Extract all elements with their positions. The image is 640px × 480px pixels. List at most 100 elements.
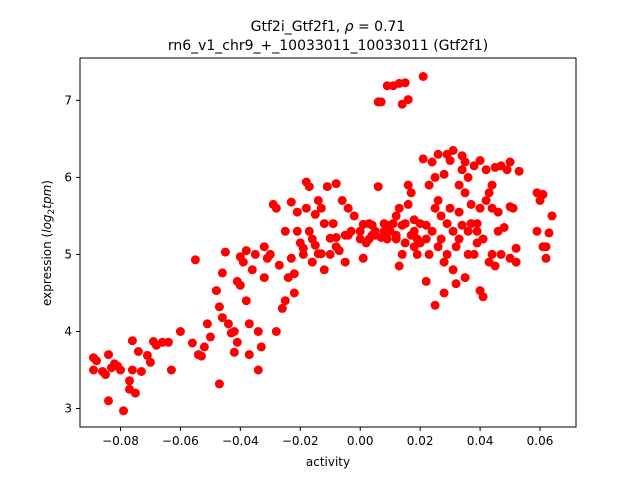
data-points [89,72,557,416]
data-point [451,242,461,252]
data-point [508,203,518,213]
data-point [499,223,509,232]
data-point [478,292,488,302]
x-tick-label: −0.04 [222,434,259,448]
data-point [457,220,467,230]
data-point [541,253,551,263]
y-tick-label: 4 [64,324,72,338]
data-point [217,313,227,323]
data-point [223,319,233,329]
x-tick-label: −0.08 [102,434,139,448]
data-point [214,302,224,312]
data-point [418,72,428,81]
data-point [292,207,302,217]
data-point [460,157,470,167]
data-point [253,365,263,375]
data-point [259,273,269,283]
data-point [211,286,221,296]
x-tick-label: −0.06 [162,434,199,448]
data-point [325,249,335,259]
data-point [119,406,128,416]
data-point [481,165,491,175]
data-point [205,332,215,342]
data-point [310,209,320,219]
data-point [92,356,101,366]
data-point [511,257,521,267]
data-point [424,180,434,190]
data-point [125,376,134,386]
data-point [319,265,329,275]
data-point [280,226,290,236]
data-point [403,199,413,209]
data-point [310,240,320,250]
data-point [439,257,449,267]
data-point [421,276,431,286]
data-point [301,203,311,213]
data-point [409,215,419,225]
data-point [376,97,386,107]
data-point [511,243,521,253]
data-point [145,357,155,367]
data-point [241,296,251,306]
data-point [427,157,437,167]
data-point [304,182,314,192]
data-point [430,300,440,310]
data-point [454,180,464,190]
data-point [406,188,416,198]
data-point [421,234,431,244]
data-point [292,226,302,236]
y-tick-label: 3 [64,402,72,416]
data-point [214,379,224,389]
data-point [541,242,551,252]
data-point [379,226,389,236]
data-point [217,268,227,278]
data-point [163,337,173,347]
data-point [130,388,140,398]
data-point [424,249,434,259]
data-point [304,226,314,236]
data-point [436,234,446,244]
data-point [475,156,485,165]
data-point [400,219,410,229]
data-point [367,230,377,240]
plot-frame [79,57,577,428]
data-point [481,196,491,205]
data-point [298,243,308,253]
data-point [196,351,206,361]
data-point [400,78,410,88]
data-point [343,203,353,213]
data-point [448,145,458,155]
data-point [397,249,407,259]
data-point [136,367,146,376]
x-tick-label: 0.02 [407,434,434,448]
data-point [256,342,266,352]
data-point [469,249,479,259]
data-point [430,203,440,213]
y-tick-label: 6 [64,170,72,184]
data-point [316,249,326,259]
chart-title-line1: Gtf2i_Gtf2f1, ρ = 0.71 [251,19,406,35]
data-point [319,219,329,229]
data-point [487,180,497,190]
data-point [412,249,422,259]
data-point [490,261,500,271]
data-point [142,350,152,360]
data-point [439,288,449,298]
data-point [391,234,401,244]
data-point [280,296,290,306]
data-point [355,234,365,244]
data-point [133,347,143,356]
data-point [166,365,176,375]
data-point [547,211,557,221]
data-point [355,226,365,236]
data-point [259,242,269,252]
data-point [127,336,137,346]
data-point [190,255,200,265]
data-point [286,253,296,263]
data-point [253,327,263,336]
y-axis-label: expression (log2tpm) [40,180,57,306]
data-point [127,365,137,375]
data-point [229,327,239,336]
data-point [505,157,515,167]
